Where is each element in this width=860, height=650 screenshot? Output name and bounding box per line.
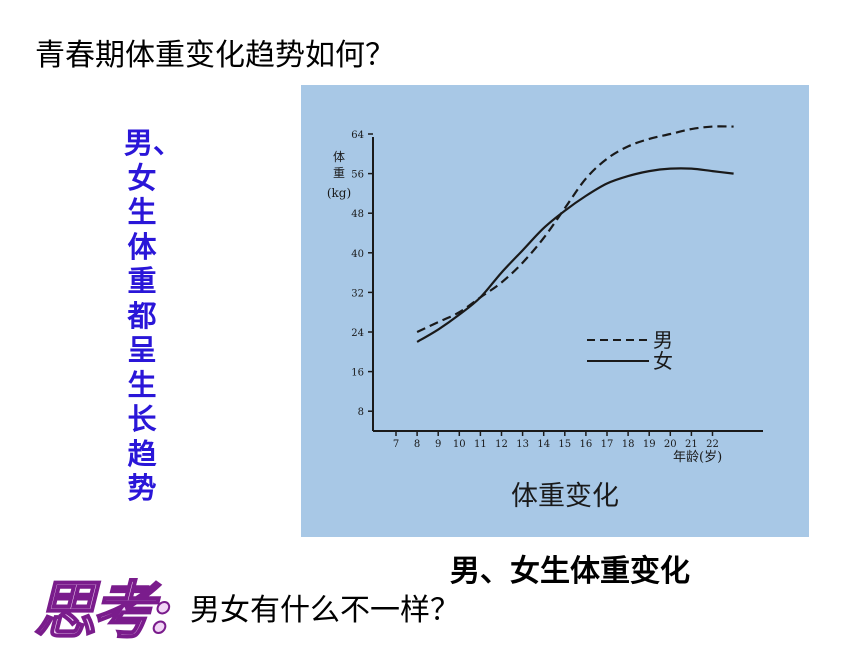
series-group <box>416 125 734 343</box>
x-axis-label: 年龄(岁) <box>673 450 722 465</box>
x-tick-label: 18 <box>622 439 635 450</box>
slide-title: 青春期体重变化趋势如何？ <box>35 38 395 73</box>
legend-label-female: 女 <box>653 349 673 373</box>
y-tick-label: 32 <box>351 288 364 299</box>
y-tick-label: 40 <box>351 249 364 260</box>
x-tick-label: 11 <box>474 439 487 450</box>
x-tick-label: 22 <box>706 439 719 450</box>
x-tick-label: 21 <box>685 439 698 450</box>
y-axis-label-char: 体 <box>333 150 345 164</box>
x-tick-label: 14 <box>537 439 550 450</box>
legend-label-male: 男 <box>653 328 673 352</box>
y-tick-label: 48 <box>351 209 364 220</box>
x-tick-label: 7 <box>393 439 399 450</box>
chart-caption: 男、女生体重变化 <box>450 554 690 589</box>
y-tick-label: 24 <box>351 328 364 339</box>
chart-title: 体重变化 <box>511 481 619 512</box>
x-tick-label: 16 <box>580 439 593 450</box>
y-tick-label: 16 <box>351 368 364 379</box>
y-tick-label: 8 <box>358 407 364 418</box>
y-tick-label: 64 <box>351 130 364 141</box>
x-tick-label: 8 <box>414 439 420 450</box>
y-axis-label: 体重 (kg) <box>327 150 351 200</box>
question-text: 男女有什么不一样？ <box>190 593 460 628</box>
x-tick-label: 12 <box>495 439 508 450</box>
series-line-female <box>416 167 734 343</box>
series-line-male <box>416 125 734 333</box>
y-tick-group: 8 16 24 32 40 48 56 64 <box>351 130 373 418</box>
vertical-summary-text: 男、女生体重都呈生长趋势 <box>124 126 183 505</box>
x-tick-label: 19 <box>643 439 656 450</box>
x-tick-label: 10 <box>453 439 466 450</box>
weight-chart: 8 16 24 32 40 48 56 64 7 8 9 10 11 12 13 14 15 16 17 18 19 2… <box>301 85 809 537</box>
x-tick-label: 15 <box>558 439 571 450</box>
think-label: 思考: <box>33 573 174 648</box>
x-tick-group: 7 8 9 10 11 12 13 14 15 16 17 18 19 20 21 22 <box>393 431 719 450</box>
y-axis-label-char: 重 <box>333 166 345 180</box>
x-tick-label: 20 <box>664 439 677 450</box>
y-axis-label-char: (kg) <box>327 186 351 200</box>
y-tick-label: 56 <box>351 170 364 181</box>
x-tick-label: 13 <box>516 439 529 450</box>
x-tick-label: 17 <box>601 439 614 450</box>
legend: 男 女 <box>587 328 673 373</box>
weight-chart-svg: 8 16 24 32 40 48 56 64 7 8 9 10 11 12 13 14 15 16 17 18 19 2… <box>327 125 763 512</box>
x-tick-label: 9 <box>435 439 441 450</box>
